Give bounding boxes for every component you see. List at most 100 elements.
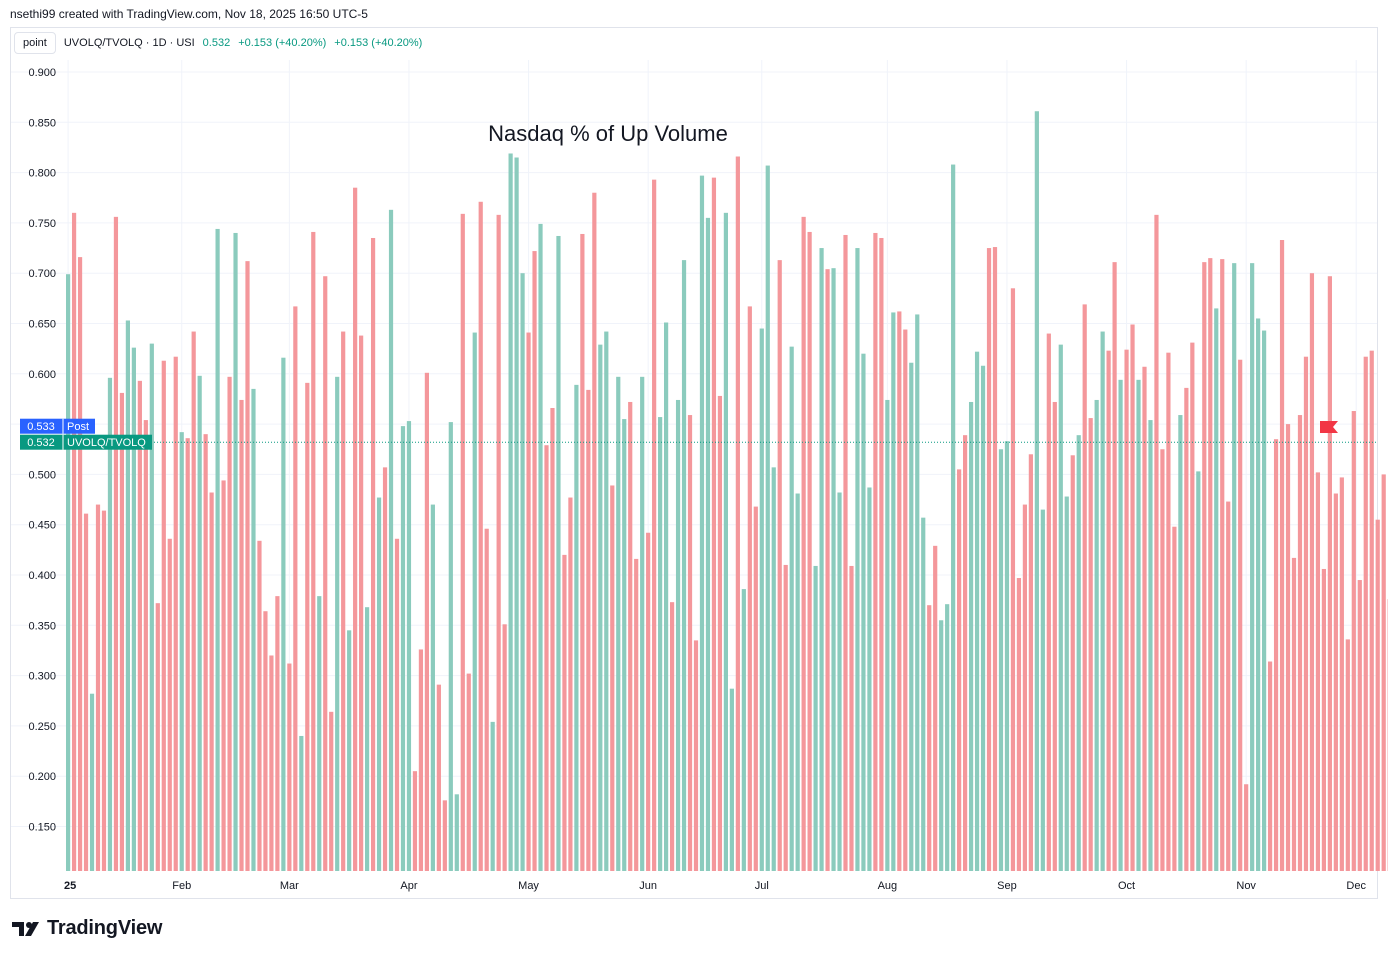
bar-down[interactable] <box>287 663 292 871</box>
bar-down[interactable] <box>825 269 830 871</box>
bar-up[interactable] <box>819 248 824 872</box>
bar-down[interactable] <box>1028 454 1033 871</box>
bar-down[interactable] <box>275 596 280 871</box>
bar-up[interactable] <box>574 384 579 871</box>
bar-up[interactable] <box>215 228 220 871</box>
bar-down[interactable] <box>1190 342 1195 871</box>
bar-up[interactable] <box>251 388 256 871</box>
bar-down[interactable] <box>532 251 537 871</box>
bar-down[interactable] <box>245 261 250 871</box>
bar-up[interactable] <box>765 165 770 872</box>
bar-down[interactable] <box>717 395 723 871</box>
bar-down[interactable] <box>1226 501 1231 871</box>
bar-down[interactable] <box>735 156 740 871</box>
bar-up[interactable] <box>1148 420 1153 871</box>
bar-down[interactable] <box>394 538 400 871</box>
bar-down[interactable] <box>1046 333 1051 871</box>
symbol-description[interactable]: UVOLQ/TVOLQ · 1D · USI <box>63 37 195 49</box>
bar-down[interactable] <box>1052 401 1057 871</box>
bar-down[interactable] <box>1022 504 1027 871</box>
bar-down[interactable] <box>436 684 441 871</box>
bar-down[interactable] <box>903 329 908 871</box>
bar-up[interactable] <box>658 417 663 871</box>
bar-down[interactable] <box>370 237 376 872</box>
bar-down[interactable] <box>167 538 172 871</box>
bar-up[interactable] <box>1094 399 1099 871</box>
bar-up[interactable] <box>1118 379 1123 871</box>
bar-down[interactable] <box>113 216 119 871</box>
bar-down[interactable] <box>424 372 429 871</box>
bar-up[interactable] <box>490 721 495 871</box>
bar-down[interactable] <box>783 564 788 871</box>
bar-up[interactable] <box>472 332 477 872</box>
bar-down[interactable] <box>580 233 585 871</box>
bar-up[interactable] <box>681 260 687 871</box>
bar-up[interactable] <box>1136 379 1141 871</box>
bar-up[interactable] <box>705 217 711 871</box>
bar-down[interactable] <box>1315 472 1321 871</box>
bar-down[interactable] <box>927 605 932 871</box>
bar-up[interactable] <box>909 362 914 871</box>
bar-up[interactable] <box>867 487 872 871</box>
bar-up[interactable] <box>1040 509 1045 871</box>
bar-down[interactable] <box>1202 262 1207 871</box>
bar-down[interactable] <box>460 213 465 871</box>
bar-down[interactable] <box>239 399 244 871</box>
bar-down[interactable] <box>83 513 89 871</box>
bar-down[interactable] <box>1345 639 1350 871</box>
bar-down[interactable] <box>957 469 962 871</box>
bar-up[interactable] <box>1214 308 1219 871</box>
bar-down[interactable] <box>526 332 531 872</box>
bar-down[interactable] <box>777 260 782 871</box>
bar-up[interactable] <box>66 274 71 871</box>
bar-up[interactable] <box>400 426 406 871</box>
bar-up[interactable] <box>179 432 184 871</box>
bar-down[interactable] <box>1363 356 1368 871</box>
bar-up[interactable] <box>598 344 603 872</box>
bar-down[interactable] <box>592 192 597 872</box>
bar-up[interactable] <box>729 688 734 871</box>
bar-up[interactable] <box>741 589 746 871</box>
tradingview-logo[interactable]: TradingView <box>12 917 162 940</box>
bar-up[interactable] <box>885 399 890 871</box>
bar-up[interactable] <box>1034 111 1039 871</box>
bar-down[interactable] <box>1184 387 1189 871</box>
bar-up[interactable] <box>1262 330 1267 871</box>
bar-up[interactable] <box>616 376 621 871</box>
bar-down[interactable] <box>1070 455 1075 871</box>
bar-down[interactable] <box>1279 240 1285 871</box>
bar-up[interactable] <box>723 212 728 872</box>
bar-down[interactable] <box>101 510 107 871</box>
bar-up[interactable] <box>915 314 920 871</box>
bar-up[interactable] <box>1178 415 1183 871</box>
bar-down[interactable] <box>1172 526 1177 871</box>
bar-down[interactable] <box>610 485 615 871</box>
bar-down[interactable] <box>669 602 675 871</box>
bar-down[interactable] <box>209 492 214 871</box>
bar-up[interactable] <box>795 493 800 871</box>
bar-down[interactable] <box>568 497 573 871</box>
bar-down[interactable] <box>191 331 196 872</box>
bar-down[interactable] <box>1238 359 1243 871</box>
bar-down[interactable] <box>747 306 752 871</box>
bar-down[interactable] <box>1130 324 1135 872</box>
bar-up[interactable] <box>1100 331 1105 872</box>
bar-up[interactable] <box>861 353 866 871</box>
bar-down[interactable] <box>1082 304 1087 871</box>
bar-down[interactable] <box>155 603 160 871</box>
bar-down[interactable] <box>801 216 806 871</box>
bar-down[interactable] <box>227 376 232 871</box>
bar-up[interactable] <box>813 565 818 871</box>
bar-up[interactable] <box>1196 471 1201 871</box>
bar-down[interactable] <box>412 771 418 871</box>
bar-up[interactable] <box>538 223 543 871</box>
bar-up[interactable] <box>514 157 519 871</box>
bar-down[interactable] <box>687 415 693 871</box>
bar-up[interactable] <box>759 328 764 871</box>
bar-down[interactable] <box>185 438 190 871</box>
bar-down[interactable] <box>562 554 567 871</box>
bar-up[interactable] <box>1256 318 1261 872</box>
bar-up[interactable] <box>454 794 459 871</box>
bar-down[interactable] <box>1106 350 1111 871</box>
bar-down[interactable] <box>311 231 316 872</box>
